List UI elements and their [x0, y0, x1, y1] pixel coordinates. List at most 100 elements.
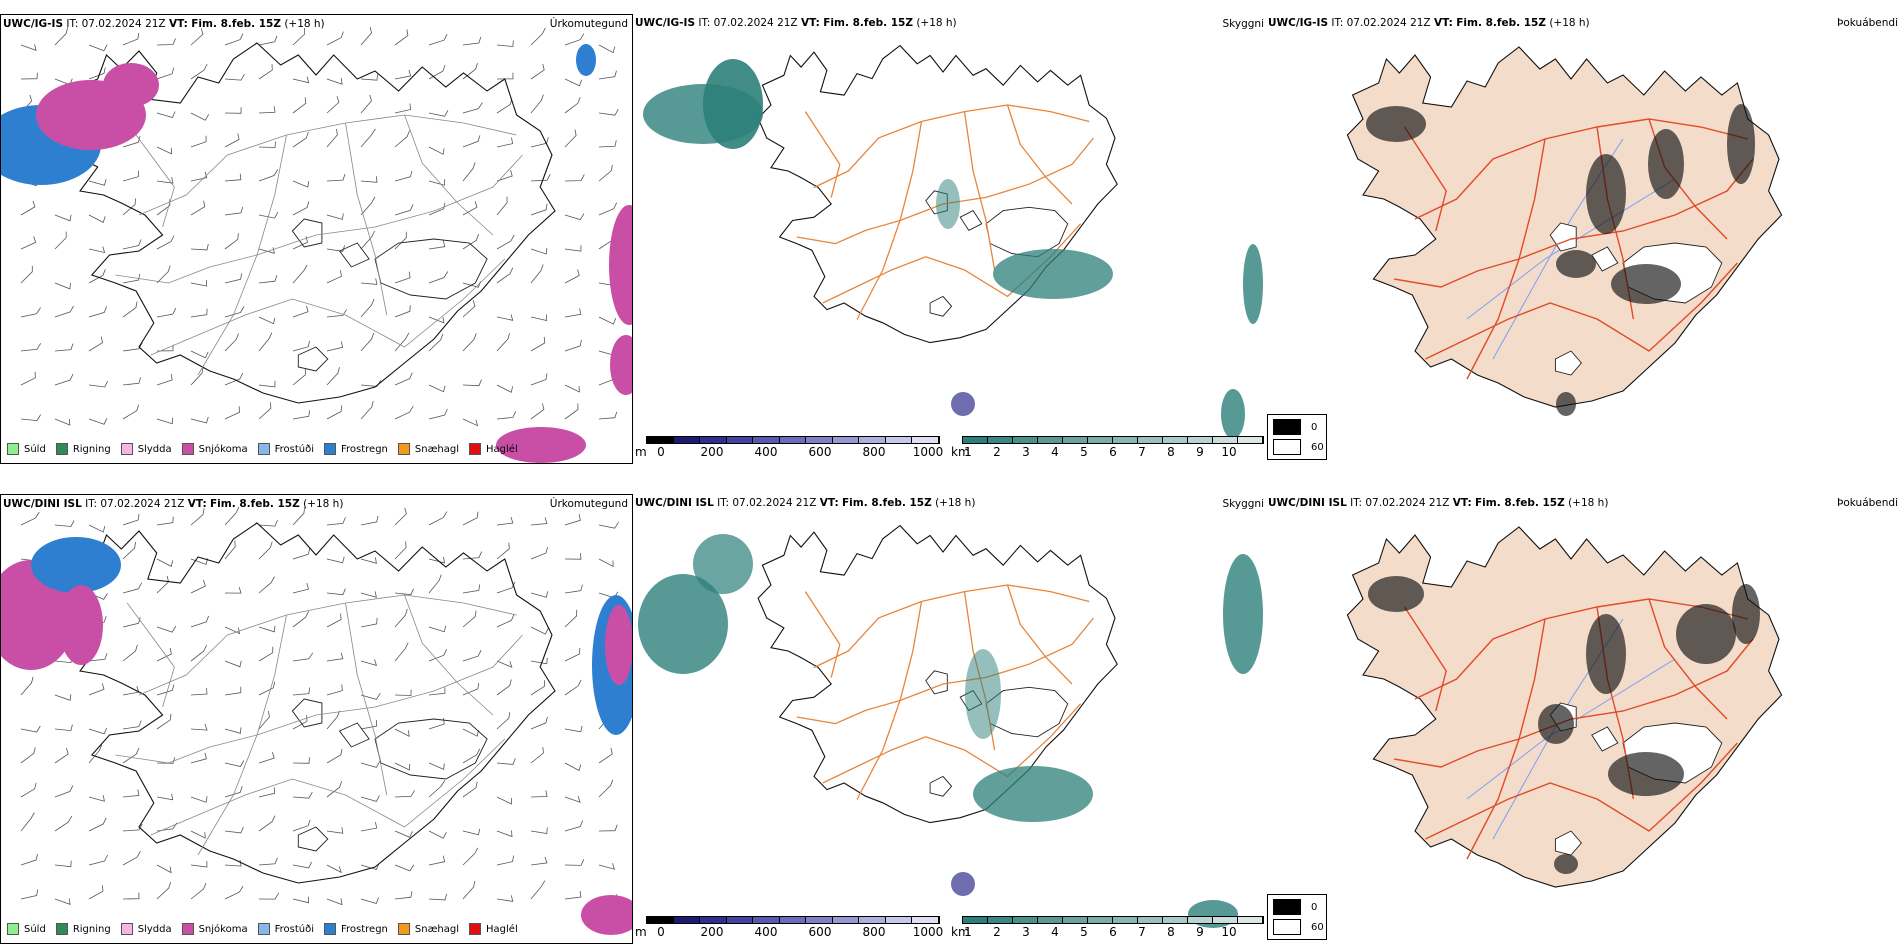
road — [404, 114, 494, 236]
wind-barb — [462, 135, 481, 148]
colorbar-segment — [912, 917, 940, 923]
cloud-map-dini — [638, 524, 1263, 928]
wind-barb — [20, 307, 41, 318]
wind-barb — [462, 584, 481, 594]
colorbar-segment — [1213, 437, 1238, 443]
colorbar-m-row1: m 0 200 400 600 800 1000 — [635, 436, 943, 462]
wind-barb — [292, 582, 309, 594]
legend-item: Súld — [7, 443, 46, 455]
road — [138, 114, 517, 216]
wind-barb — [20, 200, 36, 216]
wind-barb — [88, 727, 108, 735]
panel-name: Skyggni — [1222, 18, 1265, 30]
colorbar-tick: 800 — [862, 445, 886, 459]
wind-barb — [190, 796, 208, 803]
wind-barb — [564, 820, 584, 832]
colorbar-tick: 4 — [1051, 445, 1059, 459]
wind-barb — [122, 136, 141, 148]
colorbar-tick: 8 — [1167, 925, 1175, 939]
wind-barb — [122, 823, 143, 832]
road — [126, 122, 175, 228]
wind-barb — [496, 895, 514, 902]
wind-barb — [88, 795, 105, 802]
wind-barb — [224, 727, 242, 734]
wind-barb — [190, 28, 204, 46]
wind-barb — [564, 269, 580, 284]
glacier-outline — [374, 718, 488, 780]
road — [856, 121, 923, 320]
wind-barb — [258, 35, 278, 46]
fog-area — [1368, 576, 1424, 612]
wind-barb — [190, 367, 204, 386]
wind-barb — [360, 822, 378, 832]
colorbar-segment — [1238, 917, 1263, 923]
wind-barb — [530, 174, 551, 182]
glacier-outline — [291, 698, 323, 728]
wind-barb — [326, 556, 345, 564]
precip-type-panel-dini: UWC/DINI ISL IT: 07.02.2024 21Z VT: Fim.… — [0, 494, 633, 944]
wind-barb — [88, 44, 108, 52]
wind-barb — [394, 29, 409, 46]
fog-area — [1554, 854, 1578, 874]
colorbar-segment — [1138, 917, 1163, 923]
colorbar-segment — [1038, 917, 1063, 923]
wind-barb — [54, 694, 72, 701]
colorbar-segment — [912, 437, 940, 443]
colorbar-segment — [1113, 917, 1138, 923]
fog-legend-row1: 0 60 — [1267, 414, 1327, 460]
wind-barb — [190, 200, 206, 216]
river — [1466, 178, 1676, 320]
colorbar-segment — [988, 917, 1013, 923]
legend-label: Rigning — [72, 443, 111, 455]
wind-barb — [156, 881, 172, 900]
wind-barb — [530, 680, 545, 696]
wind-barb — [54, 214, 72, 222]
colorbar-tick: 0 — [657, 445, 665, 459]
wind-barb — [156, 516, 174, 526]
fog-area — [1366, 106, 1426, 142]
wind-barb — [258, 787, 276, 798]
wind-barb — [530, 203, 548, 216]
panel-name: Skyggni — [1222, 498, 1265, 510]
road — [822, 703, 1082, 784]
road — [856, 601, 923, 800]
wind-barb — [122, 789, 140, 798]
wind-barb — [496, 679, 512, 696]
wind-barb — [496, 314, 514, 321]
glacier-outline — [297, 826, 329, 852]
wind-barb — [258, 710, 270, 730]
wind-barb — [360, 332, 375, 352]
wind-barb — [462, 281, 481, 288]
wind-barb — [122, 513, 140, 526]
legend-swatch — [397, 923, 410, 935]
wind-barb — [462, 333, 477, 352]
wind-barb — [326, 367, 340, 386]
wind-barb — [496, 333, 510, 352]
freezing-rain-area — [31, 537, 121, 593]
wind-barb — [20, 812, 35, 832]
colorbar-segment — [647, 917, 674, 923]
wind-barb — [156, 625, 177, 633]
wind-barb — [190, 243, 209, 251]
wind-barb — [224, 686, 242, 696]
wind-barb — [190, 416, 209, 424]
road — [804, 111, 841, 198]
road — [1466, 138, 1546, 380]
wind-barb — [564, 584, 583, 594]
low-visibility-area — [936, 179, 960, 229]
wind-barb — [258, 169, 279, 182]
wind-barb — [292, 340, 310, 352]
wind-barb — [496, 40, 514, 47]
wind-barb — [462, 551, 483, 560]
snow-area — [581, 895, 632, 935]
colorbar-ramp — [962, 436, 1264, 444]
road — [1414, 598, 1748, 700]
wind-barb — [292, 264, 308, 284]
legend-item: Snjókoma — [181, 923, 248, 935]
colorbar-tick: 9 — [1196, 925, 1204, 939]
wind-barb — [258, 681, 276, 696]
wind-barb — [428, 179, 445, 186]
wind-barb — [156, 199, 171, 216]
wind-barb — [156, 558, 174, 567]
wind-barb — [190, 615, 210, 628]
